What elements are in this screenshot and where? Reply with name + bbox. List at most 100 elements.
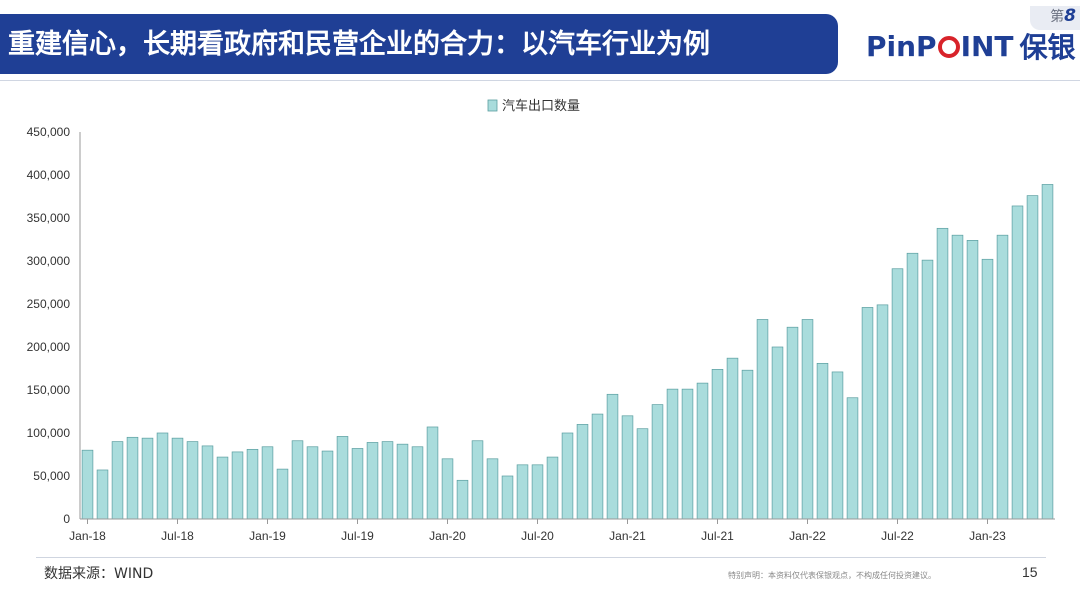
corner-badge: 第8	[1030, 6, 1080, 30]
chart-x-axis: Jan-18 Jul-18 Jan-19 Jul-19 Jan-20 Jul-20 Jan-…	[69, 518, 1055, 543]
x-tick-label: Jan-18	[69, 529, 106, 543]
bar	[561, 432, 574, 520]
bar	[1011, 205, 1024, 520]
chart-y-axis: 0 50,000 100,000 150,000 200,000 250,000 300,0…	[27, 125, 81, 526]
bar	[591, 413, 604, 520]
logo-ring-icon	[937, 36, 960, 58]
y-tick-label: 50,000	[33, 469, 70, 483]
bar	[651, 404, 664, 520]
legend-label: 汽车出口数量	[502, 98, 580, 114]
bar	[876, 304, 889, 520]
data-source: 数据来源：WIND	[44, 566, 154, 582]
bar	[741, 369, 754, 520]
bar	[576, 424, 589, 520]
bar	[261, 446, 274, 520]
bar	[666, 388, 679, 520]
chart-bars	[81, 184, 1054, 520]
bar	[96, 469, 109, 520]
bar	[681, 388, 694, 520]
bar	[936, 227, 949, 520]
bar	[711, 369, 724, 520]
logo-text-cn: 保银	[1019, 31, 1076, 64]
bar	[906, 252, 919, 520]
bar	[276, 468, 289, 520]
bar	[111, 441, 124, 520]
y-tick-label: 400,000	[27, 168, 71, 182]
bar	[531, 464, 544, 520]
pinpoint-logo: PinP INT 保银	[866, 26, 1076, 66]
y-tick-label: 200,000	[27, 340, 71, 354]
bar	[921, 259, 934, 520]
bar	[831, 371, 844, 520]
bar	[411, 446, 424, 520]
bar	[501, 475, 514, 520]
bar	[996, 234, 1009, 520]
x-tick-label: Jan-23	[969, 529, 1006, 543]
bar	[471, 440, 484, 520]
bar	[636, 428, 649, 520]
bar	[621, 415, 634, 520]
bar	[726, 357, 739, 520]
bar	[126, 436, 139, 520]
bar	[381, 441, 394, 520]
bar	[891, 268, 904, 520]
bar	[951, 234, 964, 520]
disclaimer: 特别声明：本资料仅代表保银观点，不构成任何投资建议。	[728, 571, 936, 580]
bar	[861, 307, 874, 520]
y-tick-label: 350,000	[27, 211, 71, 225]
legend-swatch	[487, 99, 498, 112]
bar	[426, 426, 439, 520]
bar	[396, 443, 409, 520]
bar	[291, 440, 304, 520]
bar	[156, 432, 169, 520]
bar	[1041, 184, 1054, 520]
bar	[141, 437, 154, 520]
x-tick-label: Jul-19	[341, 529, 374, 543]
y-tick-label: 250,000	[27, 297, 71, 311]
x-tick-label: Jul-20	[521, 529, 554, 543]
bar	[846, 397, 859, 520]
bar	[516, 464, 529, 520]
x-tick-label: Jul-21	[701, 529, 734, 543]
bar	[336, 436, 349, 520]
bar	[366, 442, 379, 520]
bar	[546, 456, 559, 520]
bar	[606, 393, 619, 520]
bar	[306, 446, 319, 520]
bar	[966, 240, 979, 520]
bar	[786, 326, 799, 520]
bar	[216, 456, 229, 520]
y-tick-label: 150,000	[27, 383, 71, 397]
bar	[186, 441, 199, 520]
bar	[171, 437, 184, 520]
x-tick-label: Jan-22	[789, 529, 826, 543]
footer-divider	[36, 557, 1046, 558]
bar	[201, 445, 214, 520]
x-tick-label: Jan-19	[249, 529, 286, 543]
bar	[981, 258, 994, 520]
bar	[231, 451, 244, 520]
x-tick-label: Jul-22	[881, 529, 914, 543]
y-tick-label: 300,000	[27, 254, 71, 268]
page-number: 15	[1022, 564, 1038, 580]
bar	[321, 450, 334, 520]
bar	[441, 458, 454, 520]
page-title: 重建信心，长期看政府和民营企业的合力：以汽车行业为例	[8, 29, 710, 60]
bar	[81, 449, 94, 520]
bar	[456, 479, 469, 520]
bar	[801, 319, 814, 520]
title-banner: 重建信心，长期看政府和民营企业的合力：以汽车行业为例	[0, 14, 838, 74]
logo-text-post: INT	[960, 29, 1014, 63]
bar	[771, 346, 784, 520]
y-tick-label: 450,000	[27, 125, 71, 139]
x-tick-label: Jul-18	[161, 529, 194, 543]
bar	[1026, 195, 1039, 520]
corner-badge-number: 8	[1064, 6, 1076, 26]
chart-legend: 汽车出口数量	[487, 98, 580, 114]
export-volume-bar-chart: 0 50,000 100,000 150,000 200,000 250,000 300,0…	[27, 98, 1055, 543]
bar	[486, 458, 499, 520]
bar	[351, 448, 364, 520]
header-divider	[0, 80, 1080, 81]
logo-text-pre: PinP	[866, 29, 937, 63]
corner-badge-prefix: 第	[1050, 9, 1065, 25]
